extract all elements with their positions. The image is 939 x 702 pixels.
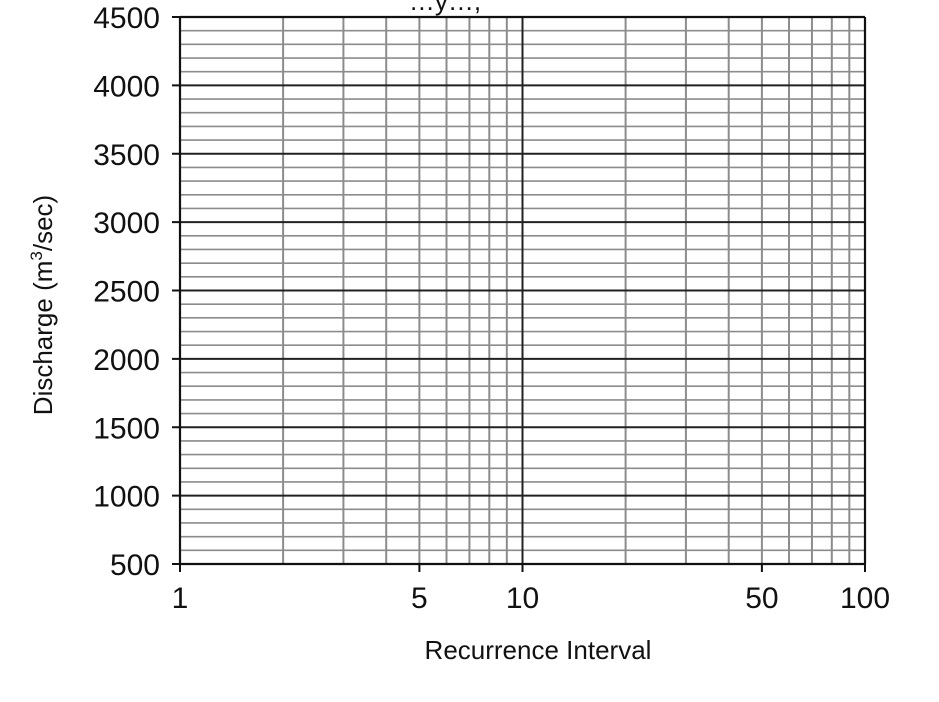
y-tick-label: 2500: [93, 276, 160, 309]
y-tick-label: 1500: [93, 412, 160, 445]
tick-marks: [172, 16, 866, 572]
y-tick-label: 2000: [93, 344, 160, 377]
x-axis-title: Recurrence Interval: [425, 635, 652, 665]
x-tick-label: 5: [411, 582, 428, 615]
x-tick-label: 10: [506, 582, 539, 615]
y-tick-label: 500: [110, 549, 160, 582]
y-tick-label: 3000: [93, 207, 160, 240]
y-tick-label: 4000: [93, 70, 160, 103]
x-tick-label: 100: [840, 582, 890, 615]
chart-title-fragment: …y…,: [409, 0, 481, 16]
major-gridlines: [180, 17, 865, 564]
x-tick-label: 50: [745, 582, 778, 615]
y-tick-label: 4500: [93, 2, 160, 35]
y-axis-title: Discharge (m3/sec): [27, 195, 58, 415]
y-tick-label: 1000: [93, 481, 160, 514]
y-tick-label: 3500: [93, 139, 160, 172]
x-tick-label: 1: [172, 582, 189, 615]
